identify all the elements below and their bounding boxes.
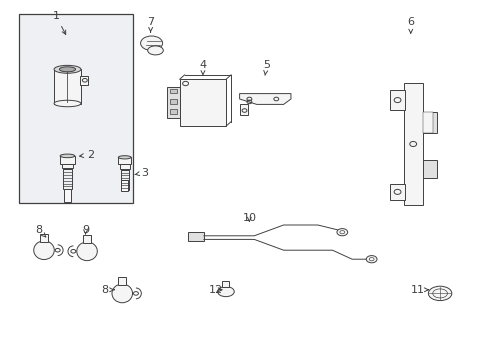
Bar — [63, 189, 71, 202]
Text: 4: 4 — [199, 60, 206, 75]
Bar — [222, 281, 229, 287]
Bar — [62, 169, 72, 189]
Bar — [80, 76, 88, 85]
Ellipse shape — [147, 46, 163, 55]
Bar — [167, 87, 180, 118]
Text: 5: 5 — [263, 60, 269, 75]
Bar — [422, 112, 436, 133]
Bar — [422, 160, 436, 178]
Text: 8: 8 — [102, 285, 114, 295]
Text: 10: 10 — [242, 213, 256, 223]
Bar — [389, 184, 405, 200]
Ellipse shape — [77, 242, 97, 261]
Text: 2: 2 — [80, 150, 94, 160]
Text: 8: 8 — [36, 225, 46, 237]
Text: 9: 9 — [82, 225, 89, 235]
Ellipse shape — [54, 100, 81, 107]
Text: 12: 12 — [209, 285, 223, 295]
Bar — [239, 104, 248, 115]
Ellipse shape — [54, 66, 81, 73]
Bar — [40, 234, 48, 242]
Bar — [180, 79, 225, 126]
Text: 1: 1 — [53, 11, 65, 34]
Bar — [389, 90, 405, 110]
Bar — [170, 109, 177, 114]
Text: 11: 11 — [410, 285, 427, 295]
Bar — [120, 164, 129, 169]
Ellipse shape — [118, 156, 131, 159]
Polygon shape — [239, 94, 290, 104]
Bar — [170, 89, 177, 93]
Bar — [60, 156, 75, 164]
Ellipse shape — [112, 284, 132, 303]
Bar — [404, 83, 422, 205]
Ellipse shape — [336, 229, 347, 236]
Ellipse shape — [427, 286, 451, 301]
Bar — [121, 170, 128, 190]
Bar — [170, 99, 177, 104]
Text: 7: 7 — [147, 17, 154, 32]
Ellipse shape — [366, 256, 376, 263]
Text: 3: 3 — [135, 168, 147, 178]
Ellipse shape — [217, 287, 234, 297]
Bar — [121, 180, 128, 191]
Bar — [118, 157, 131, 164]
Bar — [19, 14, 133, 203]
Bar — [118, 277, 126, 285]
Bar — [422, 112, 432, 133]
Ellipse shape — [141, 36, 162, 50]
Text: 6: 6 — [407, 17, 413, 33]
Bar — [83, 235, 91, 243]
Bar — [61, 164, 73, 168]
Ellipse shape — [34, 241, 54, 260]
Bar — [188, 232, 203, 241]
Ellipse shape — [60, 154, 75, 158]
Ellipse shape — [60, 67, 76, 72]
Bar — [54, 69, 81, 104]
